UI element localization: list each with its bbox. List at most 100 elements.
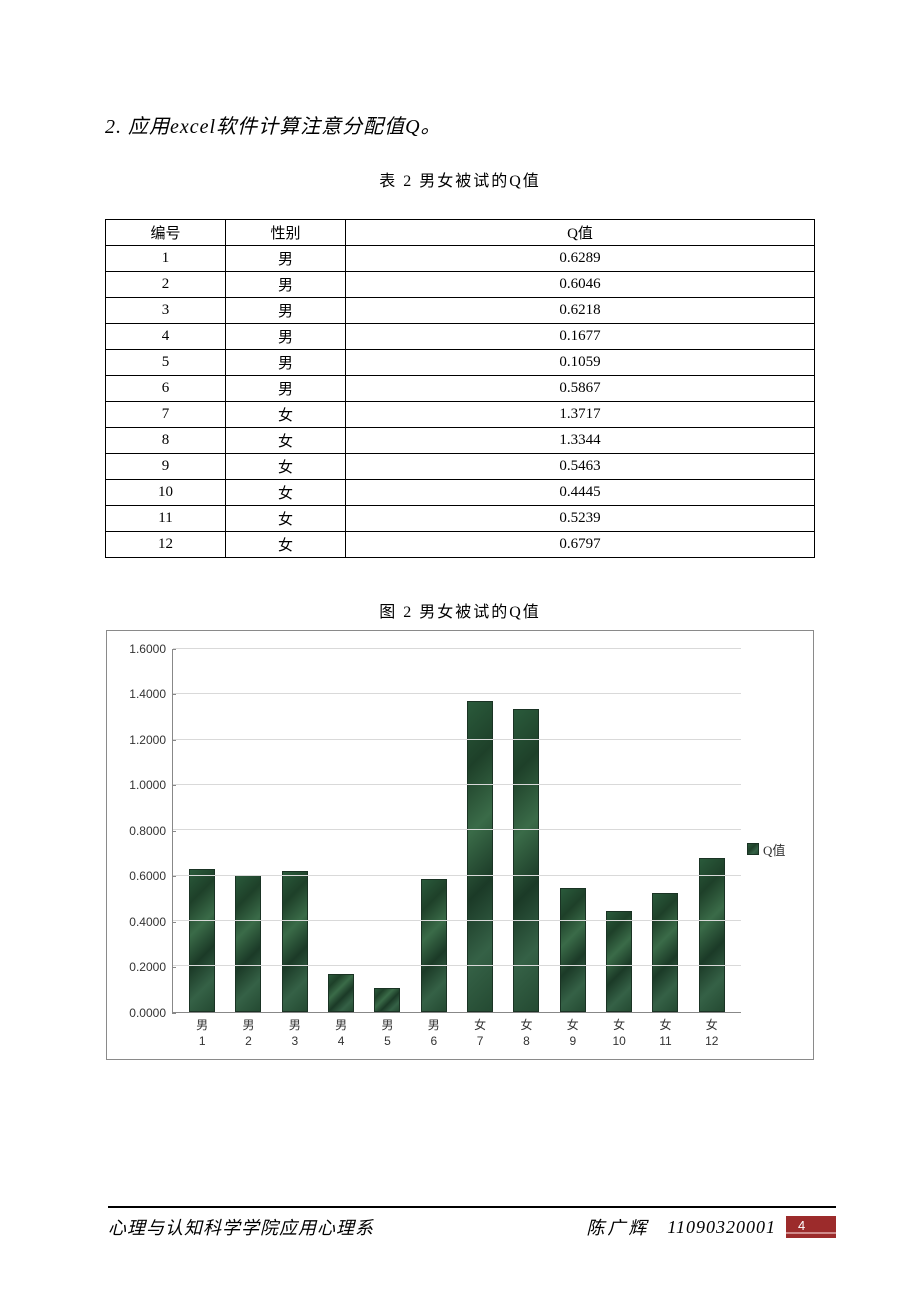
x-tick-label: 男1 bbox=[179, 1013, 225, 1049]
cell-sex: 男 bbox=[226, 324, 346, 350]
table-row: 2男0.6046 bbox=[106, 272, 815, 298]
cell-q: 0.5239 bbox=[346, 506, 815, 532]
cell-q: 0.6797 bbox=[346, 532, 815, 558]
cell-q: 1.3344 bbox=[346, 428, 815, 454]
table-row: 5男0.1059 bbox=[106, 350, 815, 376]
chart-bar bbox=[328, 974, 354, 1012]
q-value-table: 编号 性别 Q值 1男0.62892男0.60463男0.62184男0.167… bbox=[105, 219, 815, 558]
footer-student-id: 11090320001 bbox=[667, 1217, 776, 1238]
cell-q: 0.5867 bbox=[346, 376, 815, 402]
chart-x-axis: 男1男2男3男4男5男6女7女8女9女10女11女12 bbox=[115, 1013, 741, 1049]
bar-slot bbox=[225, 649, 271, 1012]
page-footer: 心理与认知科学学院应用心理系 陈广辉 11090320001 4 bbox=[108, 1206, 836, 1240]
chart-bar bbox=[652, 893, 678, 1012]
cell-q: 0.5463 bbox=[346, 454, 815, 480]
table-caption: 表 2 男女被试的Q值 bbox=[105, 167, 815, 191]
cell-sex: 男 bbox=[226, 350, 346, 376]
table-row: 3男0.6218 bbox=[106, 298, 815, 324]
chart-bar bbox=[189, 869, 215, 1012]
cell-sex: 女 bbox=[226, 402, 346, 428]
bar-slot bbox=[642, 649, 688, 1012]
cell-id: 4 bbox=[106, 324, 226, 350]
y-tick-label: 0.8000 bbox=[129, 824, 166, 838]
cell-q: 0.6289 bbox=[346, 246, 815, 272]
x-tick-label: 女12 bbox=[689, 1013, 735, 1049]
cell-id: 11 bbox=[106, 506, 226, 532]
grid-line bbox=[173, 739, 741, 740]
footer-author: 陈广辉 bbox=[586, 1214, 649, 1240]
chart-bar bbox=[699, 858, 725, 1012]
grid-line bbox=[173, 829, 741, 830]
x-tick-label: 男5 bbox=[364, 1013, 410, 1049]
cell-id: 3 bbox=[106, 298, 226, 324]
q-value-chart: 0.00000.20000.40000.60000.80001.00001.20… bbox=[106, 630, 814, 1060]
table-row: 7女1.3717 bbox=[106, 402, 815, 428]
chart-bar bbox=[560, 888, 586, 1012]
cell-sex: 男 bbox=[226, 246, 346, 272]
cell-sex: 男 bbox=[226, 376, 346, 402]
cell-id: 6 bbox=[106, 376, 226, 402]
chart-plot-area bbox=[173, 649, 741, 1013]
y-tick-label: 0.0000 bbox=[129, 1006, 166, 1020]
bar-slot bbox=[179, 649, 225, 1012]
bar-slot bbox=[596, 649, 642, 1012]
table-row: 10女0.4445 bbox=[106, 480, 815, 506]
chart-bar bbox=[374, 988, 400, 1012]
table-row: 6男0.5867 bbox=[106, 376, 815, 402]
table-row: 9女0.5463 bbox=[106, 454, 815, 480]
bar-slot bbox=[457, 649, 503, 1012]
x-tick-label: 女10 bbox=[596, 1013, 642, 1049]
grid-line bbox=[173, 965, 741, 966]
cell-sex: 女 bbox=[226, 454, 346, 480]
cell-sex: 男 bbox=[226, 272, 346, 298]
cell-id: 7 bbox=[106, 402, 226, 428]
cell-q: 0.6046 bbox=[346, 272, 815, 298]
x-tick-label: 女8 bbox=[503, 1013, 549, 1049]
col-header-sex: 性别 bbox=[226, 220, 346, 246]
x-tick-label: 女11 bbox=[642, 1013, 688, 1049]
x-tick-label: 男6 bbox=[411, 1013, 457, 1049]
bar-slot bbox=[411, 649, 457, 1012]
table-row: 8女1.3344 bbox=[106, 428, 815, 454]
table-row: 11女0.5239 bbox=[106, 506, 815, 532]
bar-slot bbox=[550, 649, 596, 1012]
y-tick-label: 1.0000 bbox=[129, 778, 166, 792]
cell-q: 0.1059 bbox=[346, 350, 815, 376]
legend-swatch-icon bbox=[747, 843, 759, 855]
cell-sex: 男 bbox=[226, 298, 346, 324]
y-tick-label: 0.4000 bbox=[129, 915, 166, 929]
y-tick-label: 0.2000 bbox=[129, 960, 166, 974]
cell-q: 0.1677 bbox=[346, 324, 815, 350]
chart-bar bbox=[235, 875, 261, 1012]
chart-legend: Q值 bbox=[747, 840, 785, 859]
y-tick-label: 1.4000 bbox=[129, 687, 166, 701]
cell-q: 0.6218 bbox=[346, 298, 815, 324]
bar-slot bbox=[318, 649, 364, 1012]
figure-caption: 图 2 男女被试的Q值 bbox=[105, 598, 815, 622]
col-header-q: Q值 bbox=[346, 220, 815, 246]
page-number: 4 bbox=[798, 1218, 805, 1233]
x-tick-label: 女9 bbox=[550, 1013, 596, 1049]
cell-q: 1.3717 bbox=[346, 402, 815, 428]
cell-id: 12 bbox=[106, 532, 226, 558]
y-tick-label: 1.6000 bbox=[129, 642, 166, 656]
legend-label: Q值 bbox=[763, 840, 785, 859]
grid-line bbox=[173, 920, 741, 921]
cell-sex: 女 bbox=[226, 532, 346, 558]
x-tick-label: 男3 bbox=[272, 1013, 318, 1049]
cell-sex: 女 bbox=[226, 480, 346, 506]
page-number-badge: 4 bbox=[786, 1216, 836, 1238]
chart-y-axis: 0.00000.20000.40000.60000.80001.00001.20… bbox=[115, 649, 173, 1013]
chart-bar bbox=[282, 871, 308, 1012]
table-row: 12女0.6797 bbox=[106, 532, 815, 558]
table-header-row: 编号 性别 Q值 bbox=[106, 220, 815, 246]
cell-id: 5 bbox=[106, 350, 226, 376]
cell-id: 1 bbox=[106, 246, 226, 272]
table-row: 4男0.1677 bbox=[106, 324, 815, 350]
grid-line bbox=[173, 875, 741, 876]
cell-q: 0.4445 bbox=[346, 480, 815, 506]
cell-id: 2 bbox=[106, 272, 226, 298]
table-row: 1男0.6289 bbox=[106, 246, 815, 272]
chart-bar bbox=[606, 911, 632, 1012]
grid-line bbox=[173, 693, 741, 694]
